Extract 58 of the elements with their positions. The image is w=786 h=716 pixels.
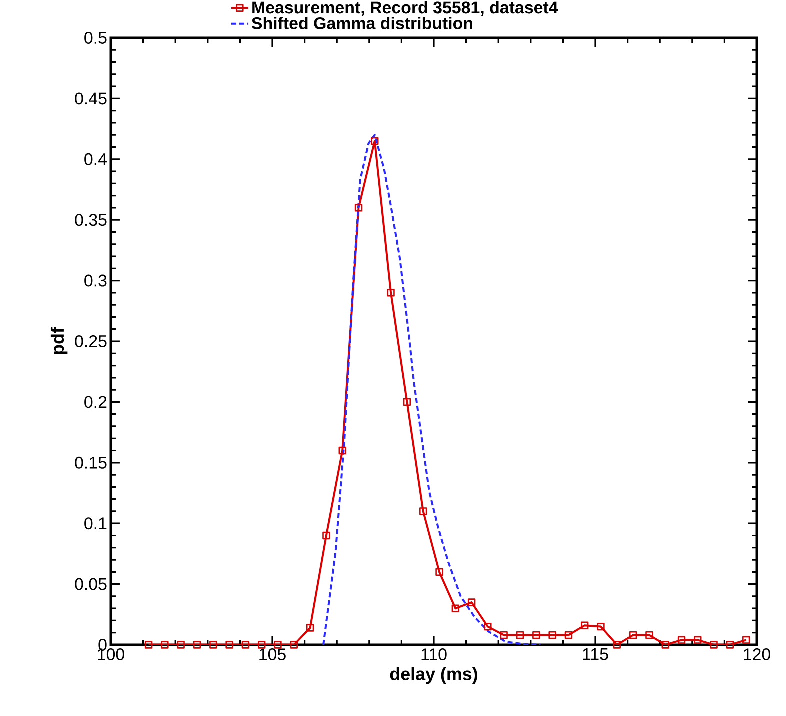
point <box>177 641 185 649</box>
y-axis-title: pdf <box>50 328 68 354</box>
point <box>371 137 379 146</box>
point <box>597 622 605 631</box>
x-tick-label: 120 <box>744 648 770 661</box>
point <box>678 636 686 644</box>
point <box>210 641 218 649</box>
point <box>258 641 266 649</box>
point <box>629 631 638 640</box>
legend-label: Shifted Gamma distribution <box>252 17 472 30</box>
point <box>532 631 540 640</box>
point <box>742 636 750 644</box>
point <box>420 508 428 516</box>
point <box>242 641 250 649</box>
y-tick-label: 0.05 <box>75 578 107 590</box>
point <box>613 641 621 649</box>
point <box>484 622 492 631</box>
point <box>452 604 460 612</box>
point <box>322 532 330 540</box>
x-tick-label: 115 <box>583 648 608 660</box>
point <box>500 631 508 640</box>
y-tick-label: 0.4 <box>84 153 107 166</box>
point <box>144 641 153 649</box>
point <box>468 598 476 606</box>
x-tick-label: 110 <box>422 648 447 661</box>
line-series <box>322 134 542 645</box>
point <box>646 631 654 640</box>
point <box>193 641 202 649</box>
point <box>338 446 346 455</box>
y-tick-label: 0.5 <box>84 32 107 44</box>
x-axis-title: delay (ms) <box>390 667 478 684</box>
y-tick-label: 0.25 <box>75 336 107 348</box>
y-tick-label: 0.45 <box>75 92 107 105</box>
legend-label: Measurement, Record 35581, dataset4 <box>252 1 558 16</box>
point <box>354 204 363 212</box>
point <box>226 641 234 649</box>
point <box>403 398 412 406</box>
point <box>662 641 670 649</box>
y-tick-label: 0.15 <box>75 456 107 469</box>
point <box>387 289 395 297</box>
point <box>274 641 282 649</box>
y-tick-label: 0.1 <box>84 518 107 530</box>
x-tick-label: 105 <box>260 648 286 661</box>
point <box>548 631 556 640</box>
y-tick-label: 0.3 <box>84 274 107 287</box>
point <box>710 641 718 649</box>
point <box>436 568 444 576</box>
x-tick-label: 100 <box>98 648 124 661</box>
point <box>516 631 524 640</box>
point <box>564 631 573 640</box>
point <box>306 624 314 632</box>
point <box>581 622 589 630</box>
point <box>694 636 702 644</box>
point <box>161 641 169 649</box>
y-tick-label: 0.2 <box>84 396 107 408</box>
point <box>290 641 298 649</box>
y-tick-label: 0.35 <box>75 214 107 226</box>
point <box>726 641 734 649</box>
